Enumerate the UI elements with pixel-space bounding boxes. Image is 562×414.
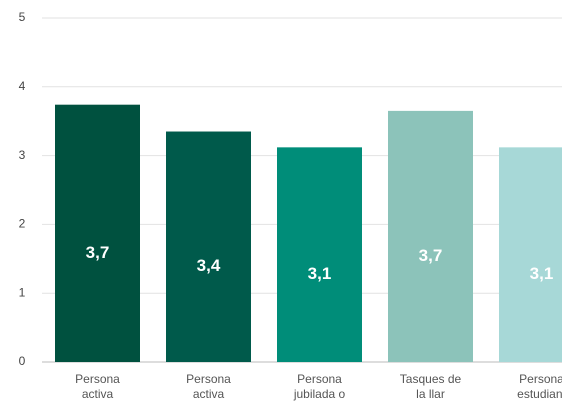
- bar: [166, 131, 251, 362]
- x-tick-label: Persona estudiant: [517, 372, 562, 401]
- y-tick-label: 4: [19, 79, 26, 93]
- bar: [499, 147, 562, 362]
- x-tick-label: Tasques de la llar: [399, 372, 462, 401]
- bar: [277, 147, 362, 362]
- bar: [55, 104, 140, 363]
- y-tick-label: 5: [19, 10, 26, 24]
- value-label: 3,7: [419, 246, 443, 265]
- bar: [388, 110, 473, 362]
- value-label: 3,7: [86, 243, 110, 262]
- y-tick-label: 0: [19, 354, 26, 368]
- y-tick-label: 1: [19, 285, 26, 299]
- y-tick-label: 2: [19, 217, 26, 231]
- value-label: 3,4: [197, 256, 221, 275]
- x-tick-label: Persona activa: [75, 372, 120, 401]
- y-tick-label: 3: [19, 148, 26, 162]
- x-tick-label: Persona activa: [186, 372, 231, 401]
- value-label: 3,1: [530, 264, 554, 283]
- value-label: 3,1: [308, 264, 332, 283]
- x-tick-label: Persona jubilada o: [293, 372, 346, 401]
